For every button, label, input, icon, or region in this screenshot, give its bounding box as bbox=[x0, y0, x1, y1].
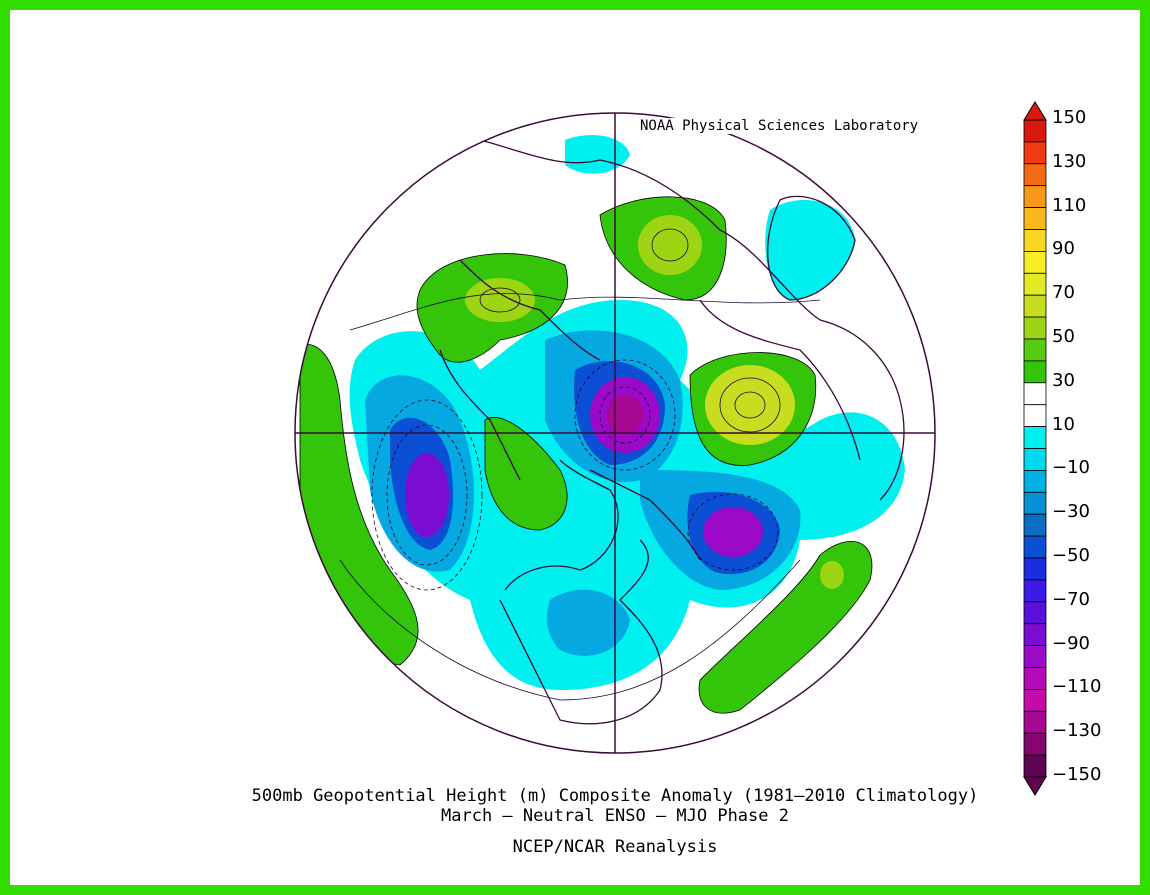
colorbar-swatch bbox=[1023, 623, 1047, 647]
colorbar-swatch bbox=[1023, 557, 1047, 581]
negative-anomaly-region bbox=[565, 135, 630, 174]
colorbar-tick-label: −70 bbox=[1052, 588, 1090, 610]
colorbar-swatch bbox=[1023, 667, 1047, 690]
colorbar-swatch bbox=[1023, 404, 1047, 428]
colorbar-swatch bbox=[1023, 250, 1047, 274]
positive-anomaly-core bbox=[705, 365, 795, 445]
coastlines bbox=[439, 139, 905, 725]
colorbar-arrow-up bbox=[1023, 101, 1047, 121]
colorbar-arrow-down bbox=[1023, 776, 1047, 796]
colorbar-tick-label: −130 bbox=[1052, 720, 1102, 742]
colorbar-swatch bbox=[1023, 448, 1047, 471]
colorbar-swatch bbox=[1023, 754, 1047, 778]
colorbar-tick-label: 70 bbox=[1052, 282, 1075, 304]
colorbar-swatch bbox=[1023, 732, 1047, 756]
negative-anomaly-core bbox=[607, 395, 643, 435]
contour-lines bbox=[339, 228, 821, 701]
colorbar-swatch bbox=[1023, 360, 1047, 384]
colorbar-tick-label: 110 bbox=[1052, 194, 1087, 216]
colorbar-tick-label: −150 bbox=[1052, 764, 1102, 785]
colorbar-swatch bbox=[1023, 338, 1047, 362]
colorbar-tick-label: 50 bbox=[1052, 326, 1075, 347]
colorbar-tick-label: 90 bbox=[1052, 238, 1075, 260]
colorbar-swatch bbox=[1023, 185, 1047, 208]
positive-anomaly-core bbox=[465, 278, 535, 322]
colorbar-swatch bbox=[1023, 491, 1047, 515]
colorbar-tick-label: 30 bbox=[1052, 369, 1075, 391]
positive-anomaly-region bbox=[484, 417, 568, 531]
negative-anomaly-region bbox=[547, 589, 630, 656]
credit-label: NOAA Physical Sciences Laboratory bbox=[638, 118, 921, 134]
caption-title: 500mb Geopotential Height (m) Composite … bbox=[251, 786, 979, 806]
colorbar-swatch bbox=[1023, 710, 1047, 734]
colorbar-swatch bbox=[1023, 229, 1047, 252]
colorbar-tick-label: −110 bbox=[1052, 676, 1102, 698]
colorbar-tick-label: 130 bbox=[1052, 150, 1087, 172]
colorbar-swatch bbox=[1023, 163, 1047, 187]
colorbar-tick-label: 150 bbox=[1052, 107, 1087, 128]
colorbar-swatch bbox=[1023, 579, 1047, 603]
colorbar-tick-label: 10 bbox=[1052, 413, 1075, 435]
colorbar-swatch bbox=[1023, 272, 1047, 296]
colorbar-swatch bbox=[1023, 513, 1047, 537]
negative-anomaly-region bbox=[765, 200, 855, 300]
caption-subtitle: March – Neutral ENSO – MJO Phase 2 bbox=[441, 806, 789, 826]
colorbar-tick-label: −10 bbox=[1052, 457, 1090, 479]
colorbar-swatch bbox=[1023, 382, 1047, 406]
colorbar-tick-label: −30 bbox=[1052, 501, 1090, 523]
colorbar-swatch bbox=[1023, 645, 1047, 668]
colorbar-tick-label: −50 bbox=[1052, 545, 1090, 566]
colorbar-swatch bbox=[1023, 535, 1047, 559]
colorbar-swatch bbox=[1023, 426, 1047, 449]
colorbar-swatch bbox=[1023, 119, 1047, 143]
colorbar-tick-label: −90 bbox=[1052, 632, 1090, 654]
positive-anomaly-core bbox=[638, 215, 702, 275]
colorbar-swatch bbox=[1023, 601, 1047, 625]
colorbar-swatch bbox=[1023, 469, 1047, 493]
positive-anomaly-core bbox=[820, 561, 844, 589]
colorbar-swatch bbox=[1023, 689, 1047, 712]
colorbar-swatch bbox=[1023, 141, 1047, 165]
colorbar-swatch bbox=[1023, 316, 1047, 340]
colorbar-swatch bbox=[1023, 294, 1047, 318]
negative-anomaly-region bbox=[349, 300, 905, 690]
negative-anomaly-core bbox=[703, 507, 763, 557]
caption-source: NCEP/NCAR Reanalysis bbox=[512, 837, 718, 857]
negative-anomaly-core bbox=[405, 453, 449, 537]
colorbar-swatch bbox=[1023, 207, 1047, 230]
colorbar bbox=[1023, 101, 1047, 796]
